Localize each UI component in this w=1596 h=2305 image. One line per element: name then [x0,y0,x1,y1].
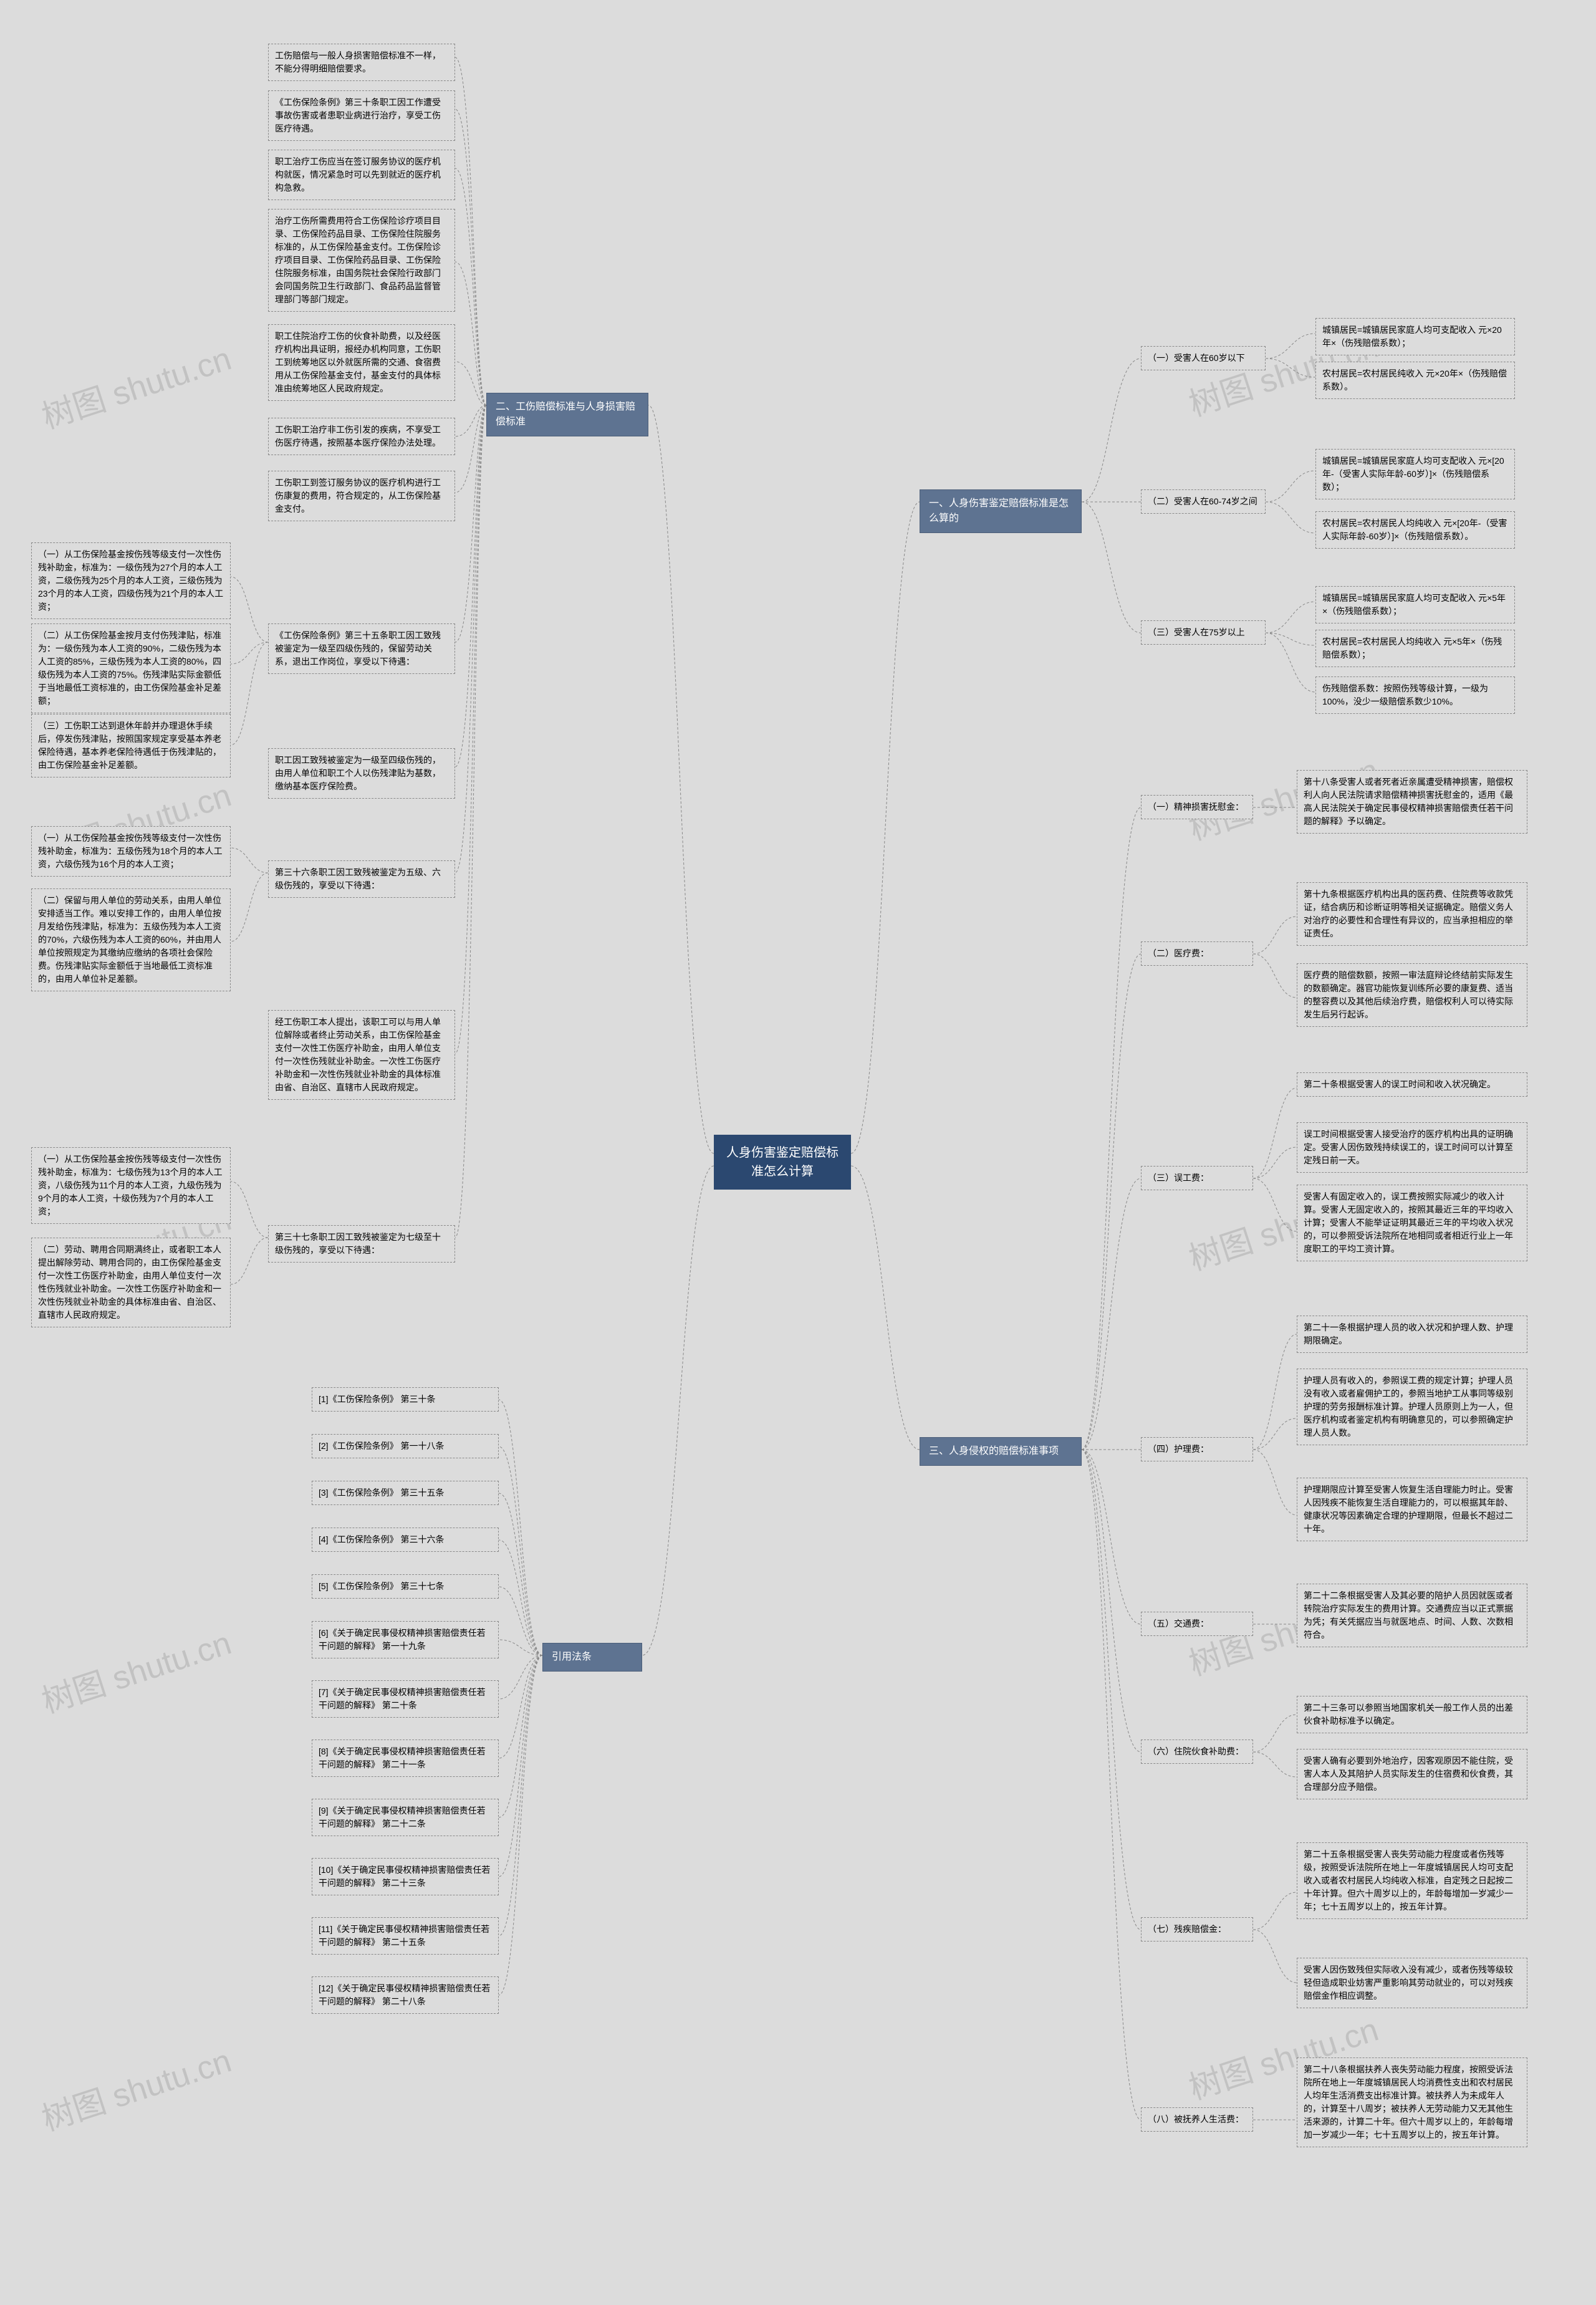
b3-i3-c: 受害人有固定收入的，误工费按照实际减少的收入计算。受害人无固定收入的，按照其最近… [1297,1185,1527,1261]
b4-item-1: [2]《工伤保险条例》 第一十八条 [312,1434,499,1458]
b2-item-6: 工伤职工到签订服务协议的医疗机构进行工伤康复的费用，符合规定的，从工伤保险基金支… [268,471,455,521]
branch-4-title: 引用法条 [542,1643,642,1672]
b4-item-3: [4]《工伤保险条例》 第三十六条 [312,1528,499,1552]
b3-i4-a: 第二十一条根据护理人员的收入状况和护理人数、护理期限确定。 [1297,1316,1527,1353]
b3-i7-label: （七）残疾赔偿金： [1141,1917,1253,1942]
b2-item-2: 职工治疗工伤应当在签订服务协议的医疗机构就医，情况紧急时可以先到就近的医疗机构急… [268,150,455,200]
b3-i1-label: （一）精神损害抚慰金： [1141,795,1253,819]
b1-age2-a: 城镇居民=城镇居民家庭人均可支配收入 元×[20年-（受害人实际年龄-60岁）]… [1315,449,1515,499]
b1-age3-a: 城镇居民=城镇居民家庭人均可支配收入 元×5年×（伤残赔偿系数）； [1315,586,1515,623]
b3-i7-a: 第二十五条根据受害人丧失劳动能力程度或者伤残等级，按照受诉法院所在地上一年度城镇… [1297,1842,1527,1919]
b3-i6-a: 第二十三条可以参照当地国家机关一般工作人员的出差伙食补助标准予以确定。 [1297,1696,1527,1733]
b3-i4-c: 护理期限应计算至受害人恢复生活自理能力时止。受害人因残疾不能恢复生活自理能力的，… [1297,1478,1527,1541]
b2-art36-b: （二）保留与用人单位的劳动关系，由用人单位安排适当工作。难以安排工作的，由用人单… [31,888,231,991]
b3-i7-b: 受害人因伤致残但实际收入没有减少，或者伤残等级较轻但造成职业妨害严重影响其劳动就… [1297,1958,1527,2008]
b4-item-0: [1]《工伤保险条例》 第三十条 [312,1387,499,1412]
watermark: 树图 shutu.cn [35,332,236,438]
branch-3-title: 三、人身侵权的赔偿标准事项 [920,1437,1082,1466]
watermark: 树图 shutu.cn [35,1617,236,1722]
b3-i8-label: （八）被抚养人生活费： [1141,2107,1253,2132]
b3-i2-b: 医疗费的赔偿数额，按照一审法庭辩论终结前实际发生的数额确定。器官功能恢复训练所必… [1297,963,1527,1027]
b3-i4-b: 护理人员有收入的，参照误工费的规定计算；护理人员没有收入或者雇佣护工的，参照当地… [1297,1369,1527,1445]
b4-item-4: [5]《工伤保险条例》 第三十七条 [312,1574,499,1599]
b2-art35-intro: 《工伤保险条例》第三十五条职工因工致残被鉴定为一级至四级伤残的，保留劳动关系，退… [268,623,455,674]
b2-item-3: 治疗工伤所需费用符合工伤保险诊疗项目目录、工伤保险药品目录、工伤保险住院服务标准… [268,209,455,312]
b4-item-6: [7]《关于确定民事侵权精神损害赔偿责任若干问题的解释》 第二十条 [312,1680,499,1718]
b3-i3-label: （三）误工费： [1141,1166,1253,1190]
b2-art37-intro: 第三十七条职工因工致残被鉴定为七级至十级伤残的，享受以下待遇： [268,1225,455,1263]
b3-i6-label: （六）住院伙食补助费： [1141,1740,1253,1764]
b3-i6-b: 受害人确有必要到外地治疗，因客观原因不能住院，受害人本人及其陪护人员实际发生的住… [1297,1749,1527,1799]
b2-item-0: 工伤赔偿与一般人身损害赔偿标准不一样，不能分得明细赔偿要求。 [268,44,455,81]
b2-art36-c: 经工伤职工本人提出，该职工可以与用人单位解除或者终止劳动关系，由工伤保险基金支付… [268,1010,455,1100]
b3-i3-b: 误工时间根据受害人接受治疗的医疗机构出具的证明确定。受害人因伤致残持续误工的，误… [1297,1122,1527,1173]
branch-2-title: 二、工伤赔偿标准与人身损害赔偿标准 [486,393,648,436]
b1-age3-c: 伤残赔偿系数：按照伤残等级计算，一级为100%，没少一级赔偿系数少10%。 [1315,676,1515,714]
b2-art35-b: （二）从工伤保险基金按月支付伤残津贴，标准为：一级伤残为本人工资的90%，二级伤… [31,623,231,713]
b1-age2-label: （二）受害人在60-74岁之间 [1141,489,1266,514]
b3-i1-text: 第十八条受害人或者死者近亲属遭受精神损害，赔偿权利人向人民法院请求赔偿精神损害抚… [1297,770,1527,834]
b4-item-5: [6]《关于确定民事侵权精神损害赔偿责任若干问题的解释》 第一十九条 [312,1621,499,1658]
b4-item-2: [3]《工伤保险条例》 第三十五条 [312,1481,499,1505]
b2-art37-b: （二）劳动、聘用合同期满终止，或者职工本人提出解除劳动、聘用合同的，由工伤保险基… [31,1238,231,1327]
b1-age1-a: 城镇居民=城镇居民家庭人均可支配收入 元×20年×（伤残赔偿系数）； [1315,318,1515,355]
b2-item-5: 工伤职工治疗非工伤引发的疾病，不享受工伤医疗待遇，按照基本医疗保险办法处理。 [268,418,455,455]
watermark: 树图 shutu.cn [35,2034,236,2140]
b2-item-1: 《工伤保险条例》第三十条职工因工作遭受事故伤害或者患职业病进行治疗，享受工伤医疗… [268,90,455,141]
b3-i3-a: 第二十条根据受害人的误工时间和收入状况确定。 [1297,1072,1527,1097]
b2-art36-a: （一）从工伤保险基金按伤残等级支付一次性伤残补助金，标准为：五级伤残为18个月的… [31,826,231,877]
b4-item-11: [12]《关于确定民事侵权精神损害赔偿责任若干问题的解释》 第二十八条 [312,1976,499,2014]
b1-age1-label: （一）受害人在60岁以下 [1141,346,1266,370]
b4-item-7: [8]《关于确定民事侵权精神损害赔偿责任若干问题的解释》 第二十一条 [312,1740,499,1777]
b4-item-8: [9]《关于确定民事侵权精神损害赔偿责任若干问题的解释》 第二十二条 [312,1799,499,1836]
b1-age2-b: 农村居民=农村居民人均纯收入 元×[20年-（受害人实际年龄-60岁）]×（伤残… [1315,511,1515,549]
b3-i8-text: 第二十八条根据扶养人丧失劳动能力程度，按照受诉法院所在地上一年度城镇居民人均消费… [1297,2057,1527,2147]
b2-art36-intro: 第三十六条职工因工致残被鉴定为五级、六级伤残的，享受以下待遇： [268,860,455,898]
b2-item-4: 职工住院治疗工伤的伙食补助费，以及经医疗机构出具证明，报经办机构同意，工伤职工到… [268,324,455,401]
b2-art35-d: 职工因工致残被鉴定为一级至四级伤残的，由用人单位和职工个人以伤残津贴为基数，缴纳… [268,748,455,799]
b2-art35-c: （三）工伤职工达到退休年龄并办理退休手续后，停发伤残津贴，按照国家规定享受基本养… [31,714,231,777]
branch-1-title: 一、人身伤害鉴定赔偿标准是怎么算的 [920,489,1082,533]
b1-age3-b: 农村居民=农村居民人均纯收入 元×5年×（伤残赔偿系数）； [1315,630,1515,667]
b2-art35-a: （一）从工伤保险基金按伤残等级支付一次性伤残补助金，标准为：一级伤残为27个月的… [31,542,231,619]
root-node: 人身伤害鉴定赔偿标准怎么计算 [714,1135,851,1190]
b1-age3-label: （三）受害人在75岁以上 [1141,620,1266,645]
b4-item-9: [10]《关于确定民事侵权精神损害赔偿责任若干问题的解释》 第二十三条 [312,1858,499,1895]
b3-i5-label: （五）交通费： [1141,1612,1253,1636]
b3-i2-a: 第十九条根据医疗机构出具的医药费、住院费等收款凭证，结合病历和诊断证明等相关证据… [1297,882,1527,946]
b4-item-10: [11]《关于确定民事侵权精神损害赔偿责任若干问题的解释》 第二十五条 [312,1917,499,1955]
b3-i4-label: （四）护理费： [1141,1437,1253,1461]
b1-age1-b: 农村居民=农村居民纯收入 元×20年×（伤残赔偿系数）。 [1315,362,1515,399]
b2-art37-a: （一）从工伤保险基金按伤残等级支付一次性伤残补助金，标准为：七级伤残为13个月的… [31,1147,231,1224]
b3-i5-text: 第二十二条根据受害人及其必要的陪护人员因就医或者转院治疗实际发生的费用计算。交通… [1297,1584,1527,1647]
b3-i2-label: （二）医疗费： [1141,941,1253,966]
